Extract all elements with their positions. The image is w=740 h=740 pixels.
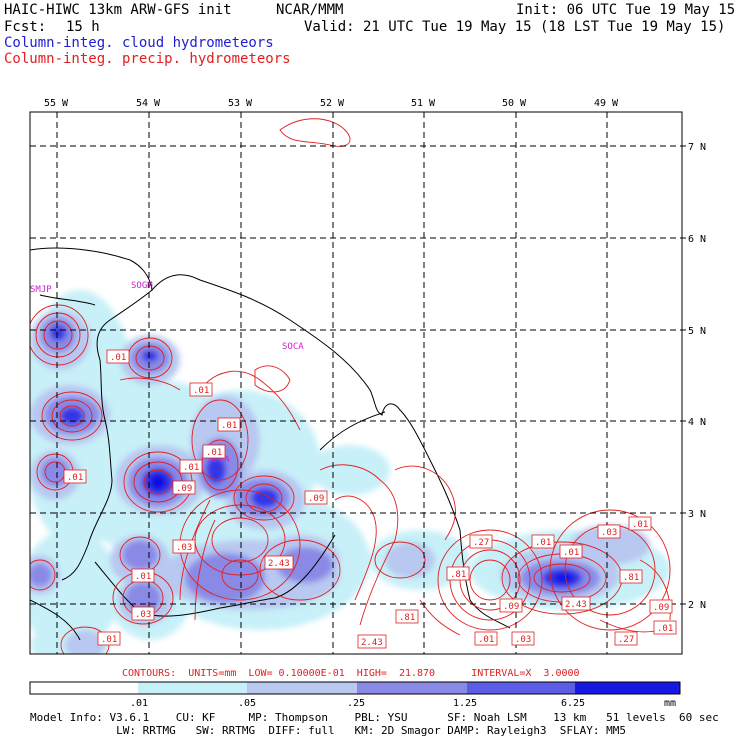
colorbar-tick: 6.25 <box>561 698 585 709</box>
svg-text:2.43: 2.43 <box>268 559 290 569</box>
svg-text:.01: .01 <box>563 548 579 558</box>
contour-label-box: .03 <box>172 539 196 554</box>
contour-label-box: .01 <box>97 631 121 646</box>
lon-label: 54 W <box>136 98 161 109</box>
contour-label-box: .09 <box>304 490 328 505</box>
model-info-line2: LW: RRTMG SW: RRTMG DIFF: full KM: 2D Sm… <box>30 724 627 737</box>
svg-text:.01: .01 <box>183 463 199 473</box>
svg-text:.03: .03 <box>176 543 192 553</box>
contour-label-box: .81 <box>446 566 470 581</box>
contour-label-box: 2.43 <box>264 555 294 570</box>
contour-label-box: .81 <box>395 609 419 624</box>
forecast-hour: 15 h <box>66 19 100 35</box>
contour-label-box: .01 <box>531 534 555 549</box>
svg-text:2.43: 2.43 <box>565 600 587 610</box>
contour-label-box: .03 <box>511 631 535 646</box>
svg-text:2.43: 2.43 <box>361 638 383 648</box>
svg-text:.01: .01 <box>221 421 237 431</box>
lat-label: 4 N <box>688 417 706 428</box>
svg-text:.27: .27 <box>473 538 489 548</box>
contour-label-box: .09 <box>499 598 523 613</box>
lon-label: 49 W <box>594 98 619 109</box>
contour-label-box: .01 <box>653 620 677 635</box>
contour-label-box: .01 <box>189 382 213 397</box>
init-time: Init: 06 UTC Tue 19 May 15 <box>516 2 736 18</box>
contour-label-box: .81 <box>619 569 643 584</box>
svg-text:.81: .81 <box>450 570 466 580</box>
valid-time: Valid: 21 UTC Tue 19 May 15 (18 LST Tue … <box>304 19 726 35</box>
lat-label: 6 N <box>688 234 706 245</box>
svg-text:.01: .01 <box>110 353 126 363</box>
colorbar-tick: .05 <box>238 698 256 709</box>
contour-label-box: .01 <box>131 568 155 583</box>
contour-label-box: .03 <box>131 606 155 621</box>
svg-text:.09: .09 <box>503 602 519 612</box>
svg-text:.01: .01 <box>478 635 494 645</box>
station-label: SOOA <box>208 455 230 465</box>
contour-label-box: .01 <box>628 516 652 531</box>
colorbar-tick: .01 <box>130 698 148 709</box>
svg-text:.03: .03 <box>515 635 531 645</box>
precip-contours <box>30 118 671 654</box>
contour-label-box: .03 <box>597 524 621 539</box>
contour-label-box: .01 <box>202 444 226 459</box>
svg-text:.81: .81 <box>399 613 415 623</box>
contour-label-box: .01 <box>63 469 87 484</box>
lat-label: 3 N <box>688 509 706 520</box>
lon-label: 55 W <box>44 98 69 109</box>
lat-label: 2 N <box>688 600 706 611</box>
svg-text:.01: .01 <box>67 473 83 483</box>
field-cloud-label: Column-integ. cloud hydrometeors <box>4 35 274 51</box>
field-precip-label: Column-integ. precip. hydrometeors <box>4 51 291 67</box>
contour-label-box: .01 <box>179 459 203 474</box>
forecast-label: Fcst: <box>4 19 47 35</box>
svg-text:.03: .03 <box>601 528 617 538</box>
svg-text:.27: .27 <box>618 635 634 645</box>
svg-text:.81: .81 <box>623 573 639 583</box>
lon-label: 51 W <box>411 98 436 109</box>
contour-label-box: .09 <box>172 480 196 495</box>
svg-text:.03: .03 <box>135 610 151 620</box>
contour-label-box: .01 <box>559 544 583 559</box>
station-label: SOCA <box>282 342 304 352</box>
svg-text:.09: .09 <box>176 484 192 494</box>
lon-label: 52 W <box>320 98 345 109</box>
lat-label: 5 N <box>688 326 706 337</box>
svg-text:.01: .01 <box>535 538 551 548</box>
svg-text:.01: .01 <box>206 448 222 458</box>
contour-labels: .01 .01 .01 .01 .01 .09 .09 .03 .01 .03 … <box>63 349 677 649</box>
station-label: SOGM <box>131 281 153 291</box>
contour-label-box: .09 <box>649 599 673 614</box>
organization: NCAR/MMM <box>276 2 344 18</box>
svg-text:.01: .01 <box>193 386 209 396</box>
svg-text:.01: .01 <box>101 635 117 645</box>
colorbar: .01 .05 .25 1.25 6.25 mm <box>29 681 681 709</box>
contour-label-box: .01 <box>106 349 130 364</box>
contour-label-box: 2.43 <box>357 634 387 649</box>
svg-text:.09: .09 <box>653 603 669 613</box>
lon-label: 53 W <box>228 98 253 109</box>
svg-text:.01: .01 <box>657 624 673 634</box>
colorbar-unit: mm <box>664 698 676 709</box>
svg-text:.01: .01 <box>632 520 648 530</box>
svg-text:.09: .09 <box>308 494 324 504</box>
model-info-line1: Model Info: V3.6.1 CU: KF MP: Thompson P… <box>30 711 719 724</box>
colorbar-tick: .25 <box>347 698 365 709</box>
lat-label: 7 N <box>688 142 706 153</box>
map-frame <box>29 111 683 655</box>
contours-info: CONTOURS: UNITS=mm LOW= 0.10000E-01 HIGH… <box>122 668 580 679</box>
lon-label: 50 W <box>502 98 527 109</box>
contour-label-box: .01 <box>474 631 498 646</box>
colorbar-tick: 1.25 <box>453 698 477 709</box>
contour-label-box: .27 <box>614 631 638 646</box>
coastline <box>30 247 511 641</box>
contour-label-box: 2.43 <box>561 596 591 611</box>
contour-label-box: .01 <box>217 417 241 432</box>
station-label: SMJP <box>30 285 52 295</box>
model-title: HAIC-HIWC 13km ARW-GFS init <box>4 2 232 18</box>
contour-label-box: .27 <box>469 534 493 549</box>
svg-text:.01: .01 <box>135 572 151 582</box>
